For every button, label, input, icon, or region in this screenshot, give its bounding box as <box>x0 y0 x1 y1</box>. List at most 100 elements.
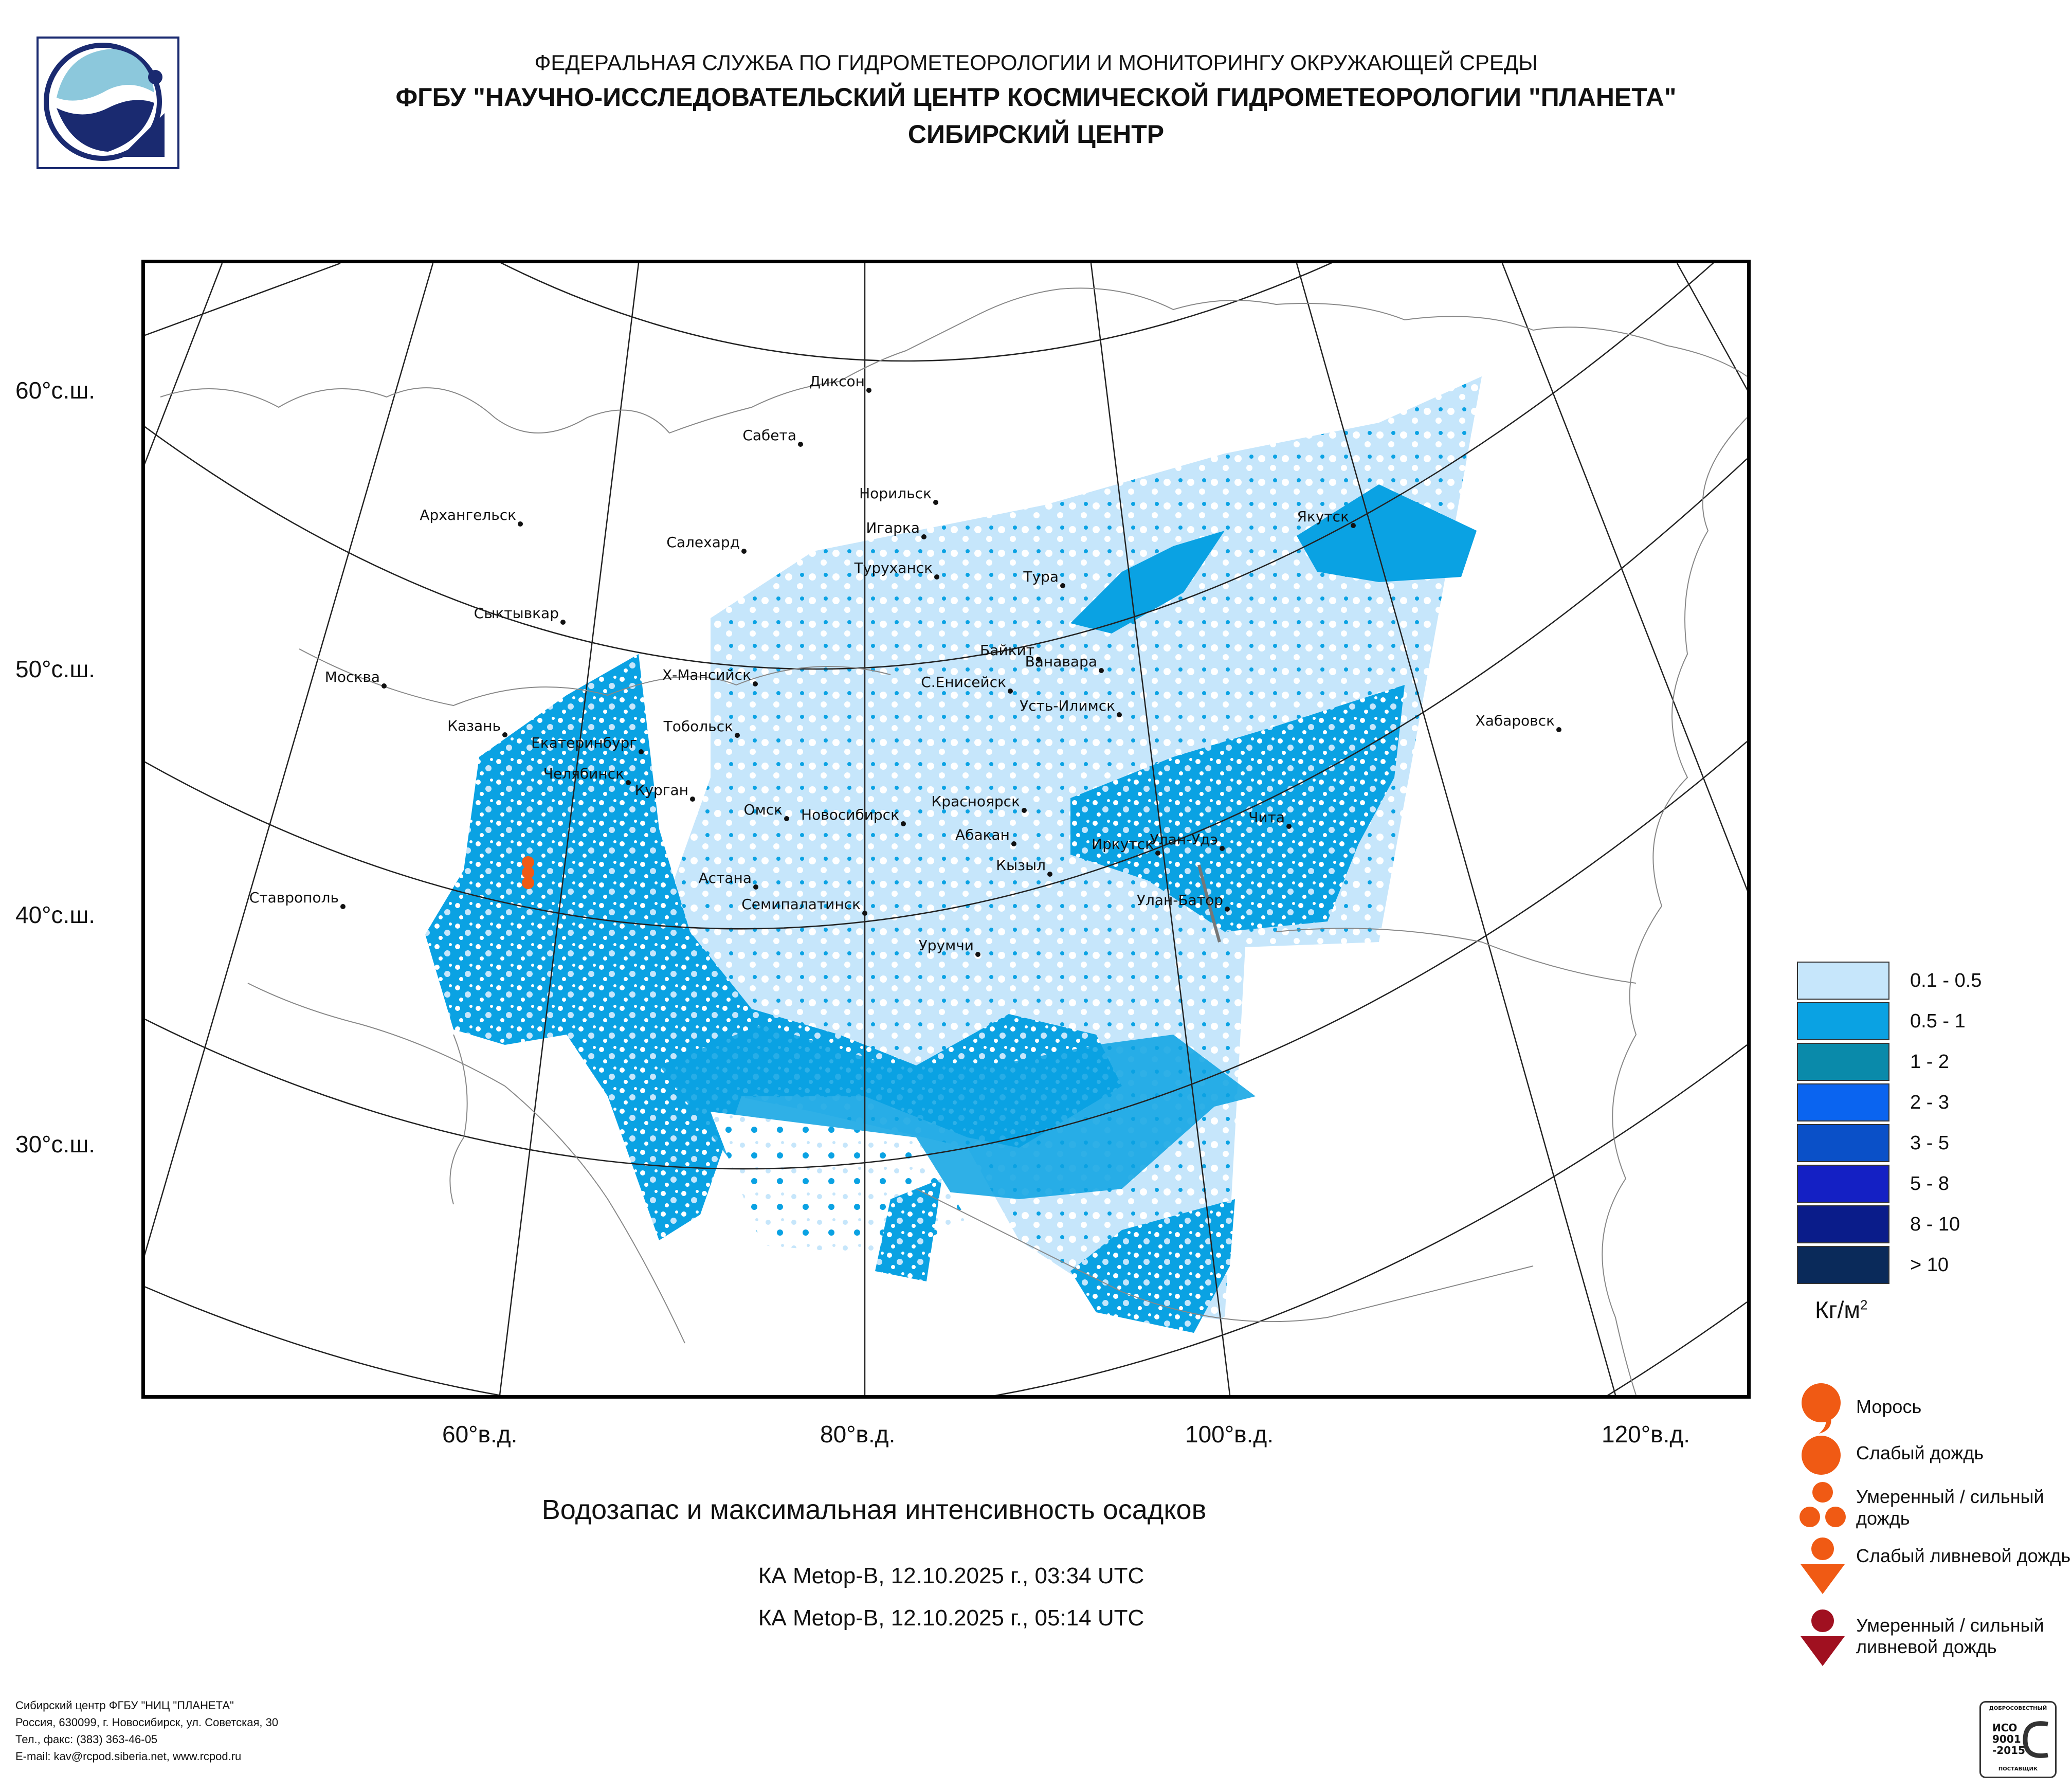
city-marker <box>1099 668 1104 673</box>
city-label: Казань <box>447 717 501 734</box>
footer-phone: Тел., факс: (383) 363-46-05 <box>15 1733 158 1746</box>
lat-label-30: 30°с.ш. <box>15 1131 96 1157</box>
map-caption: Водозапас и максимальная интенсивность о… <box>541 1494 1207 1525</box>
city-label: Астана <box>699 870 752 887</box>
city-label: Байкит <box>980 642 1034 659</box>
legend-label: 0.1 - 0.5 <box>1910 970 1982 991</box>
agency-line: ФЕДЕРАЛЬНАЯ СЛУЖБА ПО ГИДРОМЕТЕОРОЛОГИИ … <box>534 50 1538 75</box>
city-marker <box>1008 689 1013 694</box>
graticule <box>145 263 1747 1395</box>
legend-swatch <box>1797 1205 1889 1243</box>
city-label: Кызыл <box>996 857 1046 874</box>
legend-swatch <box>1797 1043 1889 1081</box>
iso-badge: ДОБРОСОВЕСТНЫЙ ИСО 9001 -2015 ПОСТАВЩИК <box>1979 1701 2057 1778</box>
city-marker <box>518 521 523 527</box>
map-canvas: Диксон Сабета Норильск Архангельск Салехард И… <box>145 263 1747 1395</box>
city-marker <box>862 911 867 916</box>
city-label: Норильск <box>859 485 932 502</box>
city-marker <box>381 683 387 689</box>
city-label: Тобольск <box>663 718 733 735</box>
city-marker <box>1225 907 1230 912</box>
city-label: Игарка <box>866 519 920 536</box>
city-label: Туруханск <box>854 559 933 576</box>
city-labels: Диксон Сабета Норильск Архангельск Салехард И… <box>249 373 1561 957</box>
precipitation-map[interactable]: Диксон Сабета Норильск Архангельск Салехард И… <box>141 260 1751 1399</box>
heavy-shower-label: Умеренный / сильный ливневой дождь <box>1856 1615 2044 1657</box>
city-marker <box>1117 712 1122 717</box>
city-label: Улан-Удэ <box>1150 831 1218 848</box>
lat-label-50: 50°с.ш. <box>15 656 96 682</box>
city-marker <box>639 749 644 754</box>
city-marker <box>1011 841 1016 846</box>
city-label: Ставрополь <box>249 889 339 906</box>
city-label: Абакан <box>955 826 1010 843</box>
city-marker <box>741 549 747 554</box>
city-marker <box>753 681 758 686</box>
legend-swatch <box>1797 1124 1889 1162</box>
moderate-rain-icon <box>1800 1482 1846 1527</box>
city-marker <box>784 816 789 821</box>
light-rain-icon <box>1802 1436 1841 1475</box>
footer-email[interactable]: E-mail: kav@rcpod.siberia.net, www.rcpod… <box>15 1750 242 1763</box>
city-label: Ванавара <box>1025 653 1097 670</box>
satellite-pass-2: КА Metop-B, 12.10.2025 г., 05:14 UTC <box>758 1605 1144 1631</box>
footer-org: Сибирский центр ФГБУ "НИЦ "ПЛАНЕТА" <box>15 1699 234 1712</box>
lon-label-100: 100°в.д. <box>1185 1421 1274 1448</box>
city-marker <box>1351 523 1356 528</box>
city-label: Курган <box>635 782 688 799</box>
city-marker <box>1155 851 1160 856</box>
city-marker <box>1060 583 1065 588</box>
heavy-shower-icon <box>1801 1609 1845 1666</box>
legend-swatch <box>1797 1165 1889 1203</box>
city-marker <box>340 904 346 909</box>
city-marker <box>690 797 695 802</box>
city-label: Чита <box>1248 809 1285 826</box>
moderate-rain-label: Умеренный / сильный дождь <box>1856 1486 2044 1529</box>
city-label: Х-Мансийск <box>662 666 751 683</box>
city-marker <box>934 574 939 580</box>
city-marker <box>933 500 938 505</box>
city-label: Урумчи <box>919 937 974 954</box>
city-label: Екатеринбург <box>531 734 637 751</box>
legend-label: 0.5 - 1 <box>1910 1010 1966 1032</box>
footer-address: Россия, 630099, г. Новосибирск, ул. Сове… <box>15 1716 279 1729</box>
coastlines <box>160 287 1747 1395</box>
city-marker <box>866 388 871 393</box>
light-rain-label: Слабый дождь <box>1856 1442 1984 1463</box>
precip-symbols <box>522 856 534 889</box>
city-label: Сабета <box>742 427 796 444</box>
legend-label: > 10 <box>1910 1254 1949 1276</box>
city-label: Семипалатинск <box>741 896 861 913</box>
city-label: Челябинск <box>543 765 624 782</box>
city-label: Новосибирск <box>801 806 899 823</box>
city-marker <box>502 732 507 737</box>
lat-label-60: 60°с.ш. <box>15 377 96 404</box>
city-marker <box>753 884 758 890</box>
city-marker <box>1556 727 1561 732</box>
city-marker <box>560 620 566 625</box>
center-line: СИБИРСКИЙ ЦЕНТР <box>907 120 1165 149</box>
city-label: Хабаровск <box>1476 712 1555 729</box>
city-label: Улан-Батор <box>1137 892 1223 909</box>
swath-east <box>1070 685 1405 932</box>
planeta-logo <box>37 37 179 169</box>
city-marker <box>1036 657 1041 662</box>
city-marker <box>1022 808 1027 813</box>
city-label: Красноярск <box>931 793 1020 810</box>
unit-label: Кг/м2 <box>1815 1296 1868 1323</box>
drizzle-icon <box>1802 1383 1841 1434</box>
city-label: Диксон <box>809 373 865 390</box>
lon-label-60: 60°в.д. <box>442 1421 518 1448</box>
lon-label-120: 120°в.д. <box>1602 1421 1690 1448</box>
city-marker <box>1047 872 1052 877</box>
legend-label: 5 - 8 <box>1910 1173 1950 1195</box>
city-label: Тура <box>1023 568 1059 585</box>
city-marker <box>626 780 631 785</box>
city-marker <box>1220 846 1225 851</box>
city-marker <box>901 821 906 826</box>
legend-label: 3 - 5 <box>1910 1132 1950 1154</box>
legend-swatch <box>1797 1002 1889 1040</box>
contact-footer: Сибирский центр ФГБУ "НИЦ "ПЛАНЕТА" Росс… <box>15 1697 278 1765</box>
city-label: С.Енисейск <box>921 674 1006 691</box>
city-label: Якутск <box>1297 508 1349 525</box>
